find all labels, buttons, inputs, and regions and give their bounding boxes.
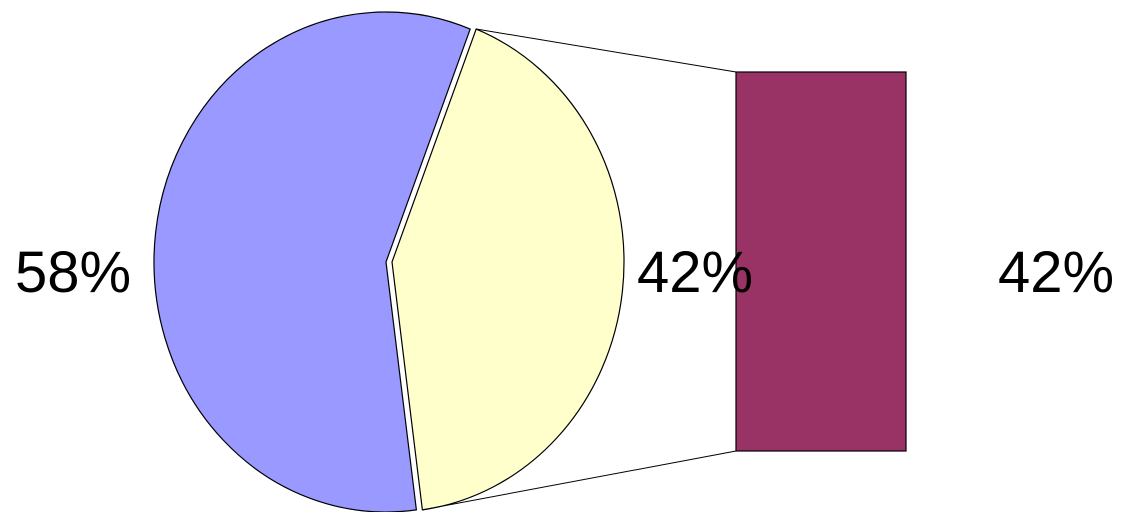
connector-line-top [476, 28, 737, 73]
pie-slice-58 [153, 11, 471, 512]
connector-lines [422, 28, 737, 511]
bar-segment-label-42: 42% [998, 240, 1114, 305]
pie-slice-42 [391, 28, 625, 511]
data-labels: 58% 42% 42% [15, 240, 1114, 305]
breakout-bar [735, 71, 907, 452]
bar-segment-42 [735, 71, 907, 452]
slice-label-58: 58% [15, 240, 131, 305]
slice-label-42: 42% [637, 240, 753, 305]
connector-line-bottom [422, 450, 737, 511]
pie [153, 11, 625, 512]
